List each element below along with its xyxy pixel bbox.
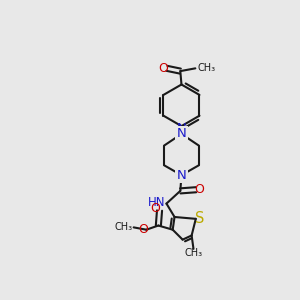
Text: N: N (177, 122, 186, 135)
Text: CH₃: CH₃ (197, 63, 215, 73)
Text: O: O (138, 223, 148, 236)
Text: O: O (158, 62, 168, 75)
Text: N: N (177, 128, 186, 140)
Text: O: O (150, 202, 160, 215)
Text: S: S (195, 211, 205, 226)
Text: N: N (177, 169, 186, 182)
Text: HN: HN (148, 196, 166, 209)
Text: CH₃: CH₃ (115, 222, 133, 233)
Text: CH₃: CH₃ (184, 248, 202, 258)
Text: O: O (195, 183, 204, 196)
